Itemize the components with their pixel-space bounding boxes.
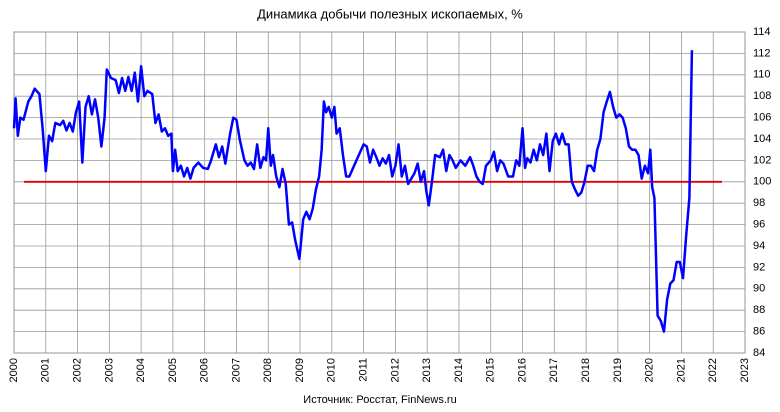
- x-tick-label: 2010: [326, 358, 338, 382]
- x-tick-label: 2019: [612, 358, 624, 382]
- x-tick-label: 2017: [548, 358, 560, 382]
- source: Источник: Росстат, FinNews.ru: [303, 394, 456, 406]
- y-tick-label: 98: [753, 197, 765, 209]
- y-tick-label: 96: [753, 219, 765, 231]
- y-tick-label: 92: [753, 261, 765, 273]
- x-tick-label: 2008: [262, 358, 274, 382]
- y-tick-label: 104: [753, 133, 771, 145]
- x-tick-label: 2009: [294, 358, 306, 382]
- x-tick-label: 2013: [421, 358, 433, 382]
- x-tick-label: 2012: [389, 358, 401, 382]
- x-tick-label: 2021: [675, 358, 687, 382]
- y-tick-label: 106: [753, 112, 771, 124]
- y-tick-label: 102: [753, 154, 771, 166]
- x-tick-label: 2005: [167, 358, 179, 382]
- x-tick-label: 2022: [707, 358, 719, 382]
- y-tick-label: 110: [753, 69, 771, 81]
- x-tick-label: 2020: [644, 358, 656, 382]
- y-tick-label: 108: [753, 90, 771, 102]
- x-tick-label: 2014: [453, 358, 465, 382]
- x-tick-label: 2016: [516, 358, 528, 382]
- x-tick-label: 2001: [40, 358, 52, 382]
- y-tick-label: 86: [753, 326, 765, 338]
- data-line: [12, 50, 694, 333]
- x-tick-label: 2002: [71, 358, 83, 382]
- y-tick-label: 90: [753, 283, 765, 295]
- x-tick-label: 2011: [358, 358, 370, 382]
- x-tick-label: 2018: [580, 358, 592, 382]
- x-tick-label: 2004: [135, 358, 147, 382]
- chart-title: Динамика добычи полезных ископаемых, %: [257, 6, 523, 21]
- y-tick-label: 112: [753, 47, 771, 59]
- x-tick-label: 2003: [103, 358, 115, 382]
- y-tick-label: 84: [753, 347, 765, 359]
- x-tick-label: 2007: [230, 358, 242, 382]
- x-tick-label: 2023: [739, 358, 751, 382]
- y-tick-label: 100: [753, 176, 771, 188]
- y-tick-label: 114: [753, 26, 771, 38]
- y-tick-label: 94: [753, 240, 765, 252]
- x-tick-label: 2000: [8, 358, 20, 382]
- x-tick-label: 2015: [485, 358, 497, 382]
- x-tick-label: 2006: [199, 358, 211, 382]
- y-tick-label: 88: [753, 304, 765, 316]
